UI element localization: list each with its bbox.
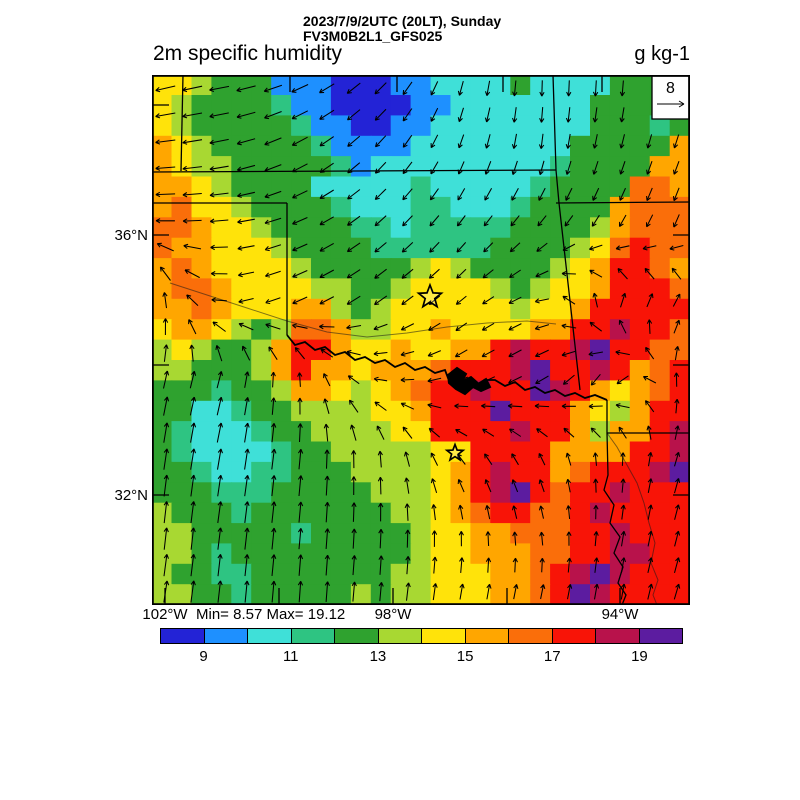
colorbar-segment — [247, 629, 291, 643]
colorbar-tick-label: 19 — [631, 648, 648, 665]
ref-vector-label: 8 — [666, 80, 675, 97]
city-star-dfw — [444, 442, 466, 462]
colorbar-tick-label: 13 — [369, 648, 387, 665]
header-model: FV3M0B2L1_GFS025 — [303, 28, 443, 44]
colorbar-tick-label: 15 — [456, 648, 474, 665]
colorbar-tick-label: 9 — [199, 648, 208, 665]
map-frame — [152, 75, 690, 605]
ref-vector-arrow — [657, 100, 685, 108]
lon-label-98w: 98°W — [374, 606, 412, 623]
units-label: g kg-1 — [634, 43, 690, 65]
header-datetime: 2023/7/9/2UTC (20LT), Sunday — [303, 13, 502, 29]
wind-arrows — [155, 80, 684, 603]
colorbar-segment — [508, 629, 552, 643]
lake-texoma — [446, 366, 492, 396]
lat-label-32n: 32°N — [114, 487, 148, 504]
colorbar-segment — [377, 629, 421, 643]
variable-title: 2m specific humidity — [153, 42, 343, 65]
minmax-label: Min= 8.57 Max= 19.12 — [196, 606, 346, 623]
colorbar-segment — [464, 629, 508, 643]
humidity-grid — [152, 75, 690, 605]
humidity-map: 8 — [152, 75, 690, 605]
colorbar-tick-label: 11 — [282, 648, 299, 665]
colorbar-segment — [421, 629, 465, 643]
colorbar-segment — [595, 629, 639, 643]
colorbar-segment — [161, 629, 204, 643]
lon-label-102w: 102°W — [142, 606, 188, 623]
colorbar-segment — [638, 629, 682, 643]
lon-label-94w: 94°W — [601, 606, 639, 623]
colorbar-tick-label: 17 — [543, 648, 561, 665]
lat-label-36n: 36°N — [114, 227, 148, 244]
colorbar-segment — [551, 629, 595, 643]
colorbar-segment — [203, 629, 247, 643]
ref-vector-box: 8 — [651, 75, 690, 120]
colorbar-segment — [290, 629, 334, 643]
city-star-okc — [416, 282, 444, 309]
colorbar-segment — [334, 629, 378, 643]
rivers — [169, 282, 659, 605]
colorbar — [160, 628, 683, 644]
